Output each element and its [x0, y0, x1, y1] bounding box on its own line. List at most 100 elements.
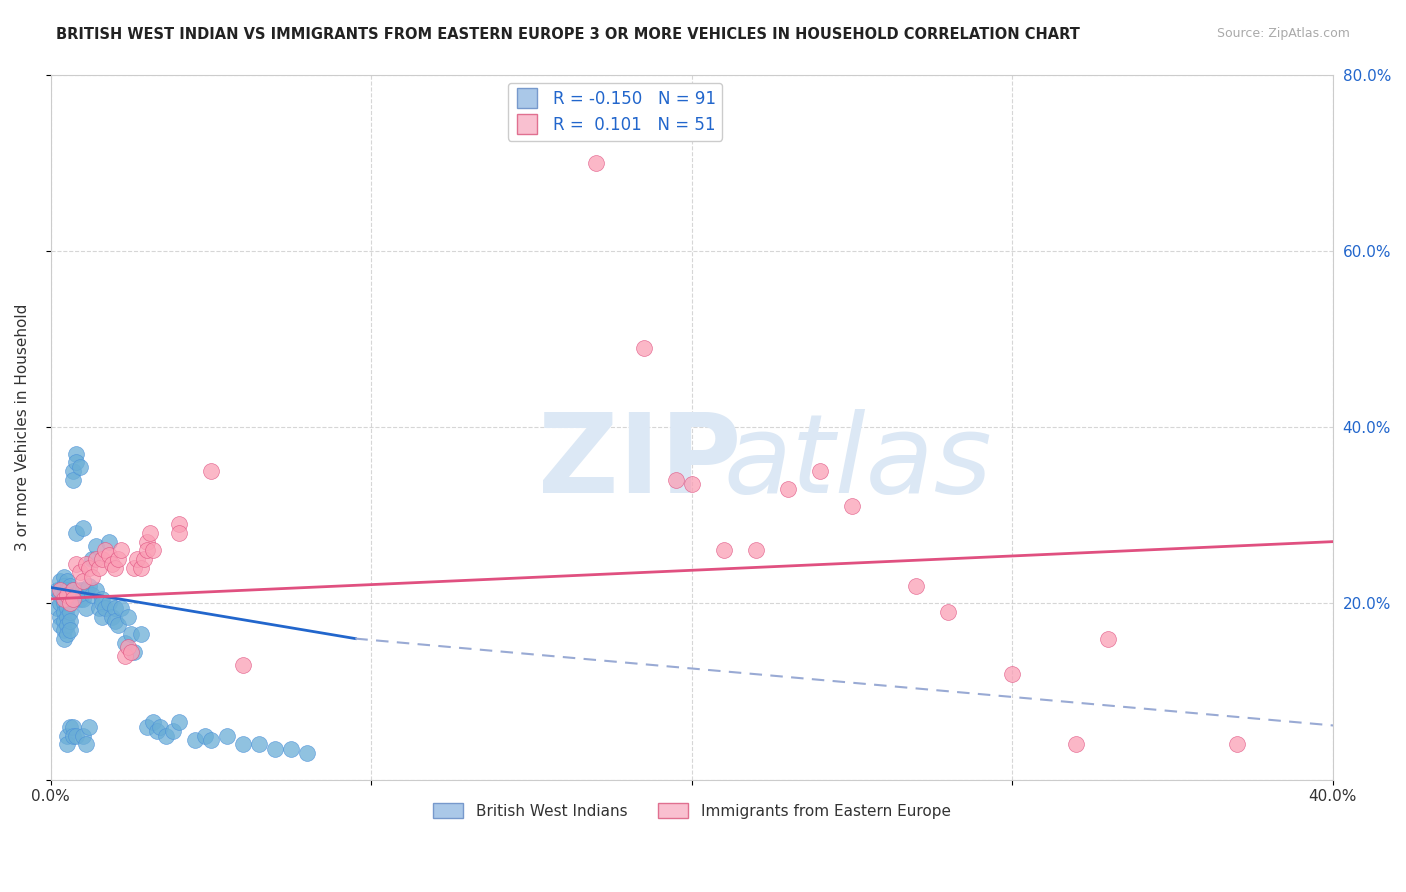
Point [1001, 666, 1024, 681]
Point [91, 591, 114, 606]
Point [97, 596, 120, 610]
Text: Source: ZipAtlas.com: Source: ZipAtlas.com [1216, 27, 1350, 40]
Point [62, 583, 84, 598]
Point [107, 552, 129, 566]
Point [110, 600, 132, 615]
Point [59, 614, 82, 628]
Point [97, 548, 120, 562]
Point [87, 600, 110, 615]
Point [65, 455, 87, 469]
Point [139, 525, 162, 540]
Point [75, 557, 97, 571]
Point [149, 720, 172, 734]
Point [129, 627, 152, 641]
Point [59, 596, 82, 610]
Point [72, 583, 94, 598]
Point [633, 341, 655, 355]
Point [117, 640, 139, 655]
Point [155, 729, 177, 743]
Point [936, 605, 959, 619]
Point [162, 724, 184, 739]
Point [49, 618, 72, 632]
Point [142, 543, 165, 558]
Point [69, 591, 91, 606]
Text: atlas: atlas [724, 409, 993, 516]
Point [200, 733, 222, 747]
Point [72, 591, 94, 606]
Point [52, 614, 75, 628]
Text: BRITISH WEST INDIAN VS IMMIGRANTS FROM EASTERN EUROPE 3 OR MORE VEHICLES IN HOUS: BRITISH WEST INDIAN VS IMMIGRANTS FROM E… [56, 27, 1080, 42]
Point [122, 645, 145, 659]
Point [129, 561, 152, 575]
Point [56, 618, 79, 632]
Point [94, 600, 117, 615]
Text: ZIP: ZIP [538, 409, 741, 516]
Point [62, 473, 84, 487]
Point [91, 596, 114, 610]
Legend: British West Indians, Immigrants from Eastern Europe: British West Indians, Immigrants from Ea… [427, 797, 957, 825]
Point [72, 521, 94, 535]
Point [280, 741, 302, 756]
Point [65, 446, 87, 460]
Point [104, 614, 127, 628]
Y-axis label: 3 or more Vehicles in Household: 3 or more Vehicles in Household [15, 303, 30, 550]
Point [56, 627, 79, 641]
Point [776, 482, 799, 496]
Point [247, 737, 270, 751]
Point [52, 632, 75, 646]
Point [46, 583, 69, 598]
Point [46, 600, 69, 615]
Point [52, 596, 75, 610]
Point [136, 543, 159, 558]
Point [52, 588, 75, 602]
Point [49, 588, 72, 602]
Point [232, 658, 254, 673]
Point [49, 574, 72, 589]
Point [100, 557, 122, 571]
Point [84, 552, 107, 566]
Point [82, 588, 104, 602]
Point [49, 583, 72, 598]
Point [905, 579, 928, 593]
Point [114, 636, 136, 650]
Point [75, 737, 97, 751]
Point [184, 733, 207, 747]
Point [79, 561, 101, 575]
Point [52, 623, 75, 637]
Point [1097, 632, 1119, 646]
Point [75, 600, 97, 615]
Point [91, 552, 114, 566]
Point [87, 561, 110, 575]
Point [665, 473, 688, 487]
Point [52, 605, 75, 619]
Point [136, 720, 159, 734]
Point [56, 591, 79, 606]
Point [52, 570, 75, 584]
Point [65, 729, 87, 743]
Point [1226, 737, 1249, 751]
Point [94, 543, 117, 558]
Point [84, 539, 107, 553]
Point [142, 715, 165, 730]
Point [69, 583, 91, 598]
Point [104, 561, 127, 575]
Point [62, 720, 84, 734]
Point [122, 561, 145, 575]
Point [117, 609, 139, 624]
Point [200, 464, 222, 478]
Point [62, 583, 84, 598]
Point [59, 579, 82, 593]
Point [65, 588, 87, 602]
Point [100, 609, 122, 624]
Point [59, 605, 82, 619]
Point [56, 737, 79, 751]
Point [120, 627, 142, 641]
Point [194, 729, 217, 743]
Point [217, 729, 239, 743]
Point [62, 464, 84, 478]
Point [841, 500, 863, 514]
Point [232, 737, 254, 751]
Point [110, 543, 132, 558]
Point [65, 525, 87, 540]
Point [107, 618, 129, 632]
